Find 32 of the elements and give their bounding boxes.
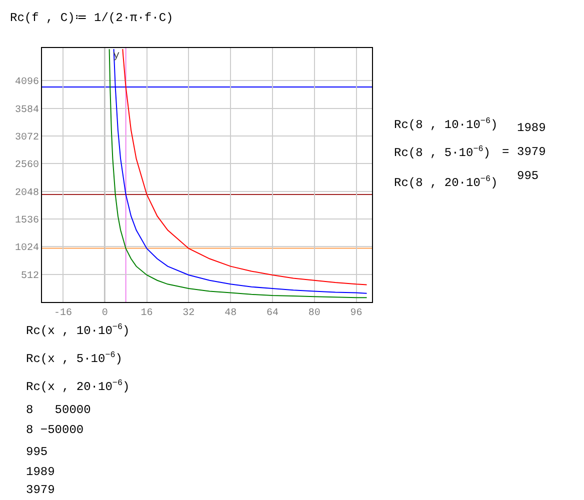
y-tick-label: 3584 bbox=[14, 104, 39, 116]
text: 995 bbox=[26, 445, 48, 459]
x-tick-label: 80 bbox=[308, 308, 320, 319]
x-tick-label: -16 bbox=[54, 308, 72, 319]
text: Rc(8 , 10·10$^{−6}$) bbox=[394, 116, 498, 132]
text: 1989 bbox=[517, 121, 546, 135]
text: Rc(x , 5·10$^{−6}$) bbox=[26, 350, 122, 366]
text: Rc(8 , 20·10$^{−6}$) bbox=[394, 174, 498, 190]
x-tick-label: 32 bbox=[182, 308, 195, 319]
text: Rc(x , 20·10$^{−6}$) bbox=[26, 378, 130, 394]
text: Rc(8 , 5·10$^{−6}$) bbox=[394, 144, 490, 160]
text: 1989 bbox=[26, 465, 55, 479]
text: 8 50000 bbox=[26, 403, 91, 417]
x-tick-label: 16 bbox=[140, 308, 153, 319]
text: = bbox=[502, 145, 510, 159]
text: 8 −50000 bbox=[26, 423, 84, 437]
x-tick-label: 64 bbox=[266, 308, 278, 319]
x-tick-label: 48 bbox=[224, 308, 237, 319]
text: 995 bbox=[517, 169, 539, 183]
x-tick-label: 0 bbox=[102, 308, 108, 319]
y-tick-label: 2560 bbox=[14, 160, 39, 172]
y-tick-label: 1536 bbox=[14, 215, 39, 226]
y-tick-label: 2048 bbox=[14, 188, 39, 199]
text: 3979 bbox=[26, 483, 55, 497]
y-tick-label: 512 bbox=[20, 270, 39, 282]
x-tick-label: 96 bbox=[350, 308, 362, 319]
y-tick-label: 1024 bbox=[14, 243, 39, 254]
y-tick-label: 4096 bbox=[14, 77, 39, 88]
text: Rc(f , C)≔ 1/(2·π·f·C) bbox=[10, 11, 174, 25]
y-tick-label: 3072 bbox=[14, 132, 39, 144]
text: Rc(x , 10·10$^{−6}$) bbox=[26, 322, 130, 338]
text: 3979 bbox=[517, 145, 546, 159]
